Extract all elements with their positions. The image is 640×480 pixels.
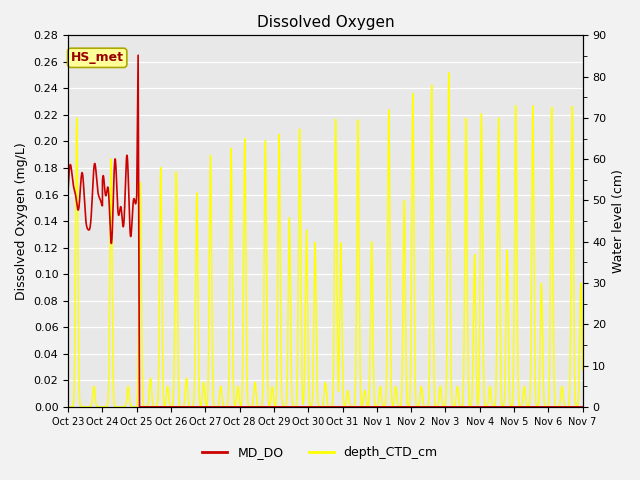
Title: Dissolved Oxygen: Dissolved Oxygen [257, 15, 394, 30]
Y-axis label: Water level (cm): Water level (cm) [612, 169, 625, 273]
Y-axis label: Dissolved Oxygen (mg/L): Dissolved Oxygen (mg/L) [15, 142, 28, 300]
Legend: MD_DO, depth_CTD_cm: MD_DO, depth_CTD_cm [197, 441, 443, 464]
Text: HS_met: HS_met [71, 51, 124, 64]
